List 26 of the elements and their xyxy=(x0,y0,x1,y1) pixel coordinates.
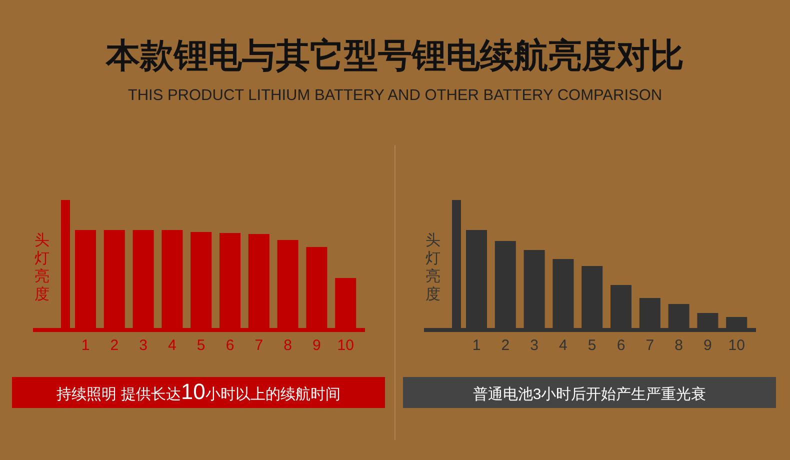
text: 持续照明 提供长达10小时以上的续航时间 xyxy=(56,379,340,404)
x-tick-label: 2 xyxy=(110,337,119,354)
y-axis-title: 头灯亮度 xyxy=(426,232,440,303)
chart-title: 本款锂电与其它型号锂电续航亮度对比 xyxy=(105,37,684,75)
x-tick-label: 2 xyxy=(501,337,510,354)
x-tick-label: 3 xyxy=(139,337,148,354)
x-tick-label: 10 xyxy=(728,337,745,354)
x-tick-label: 10 xyxy=(337,337,354,354)
x-tick-label: 5 xyxy=(588,337,596,354)
x-tick-label: 8 xyxy=(284,337,292,354)
x-tick-label: 4 xyxy=(559,337,568,354)
x-tick-label: 1 xyxy=(472,337,481,354)
text: THIS PRODUCT LITHIUM BATTERY AND OTHER BATTERY COMPARISON xyxy=(128,87,662,104)
x-tick-label: 7 xyxy=(254,337,264,354)
x-tick-label: 6 xyxy=(616,337,626,354)
x-tick-label: 5 xyxy=(196,337,206,354)
text: 普通电池3小时后开始产生严重光衰 xyxy=(472,386,706,403)
x-tick-label: 9 xyxy=(312,337,321,354)
x-tick-label: 8 xyxy=(674,337,683,354)
x-tick-label: 4 xyxy=(168,337,176,354)
x-tick-label: 7 xyxy=(646,337,654,354)
x-tick-label: 1 xyxy=(81,337,90,354)
x-tick-label: 9 xyxy=(704,337,712,354)
x-tick-label: 3 xyxy=(530,337,538,354)
x-tick-label: 6 xyxy=(226,337,234,354)
y-axis-title: 头灯亮度 xyxy=(34,232,50,303)
